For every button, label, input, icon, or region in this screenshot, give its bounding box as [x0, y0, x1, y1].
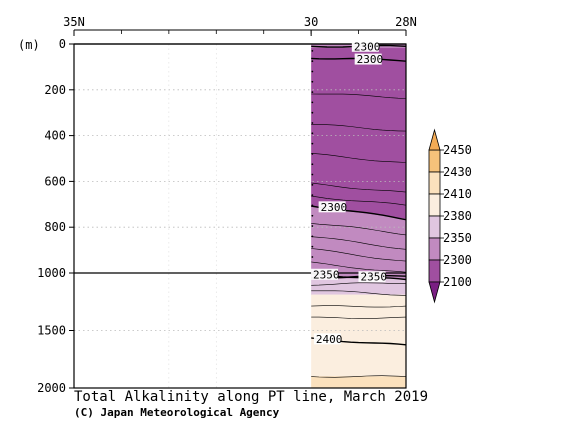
contour-line-10 [311, 248, 406, 262]
plot-border [73, 43, 407, 389]
contour-label-bg-7 [318, 201, 346, 213]
contour-line-3 [311, 124, 406, 132]
contour-label-bg-1 [354, 53, 382, 65]
station-mark [311, 91, 314, 93]
station-mark [311, 235, 314, 238]
station-mark [311, 142, 314, 145]
y-tick-label-3: 600 [44, 174, 66, 188]
station-mark [311, 132, 314, 135]
contour-label-bg-0 [351, 40, 379, 52]
station-mark [311, 183, 314, 186]
colorbar-label-3: 2380 [443, 209, 472, 223]
colorbar-label-5: 2300 [443, 253, 472, 267]
contour-label-bg-13 [358, 271, 386, 283]
colorbar-segment-0 [428, 149, 441, 173]
colorbar: 2450 2430 2410 2380 2350 2300 2100 [428, 128, 472, 304]
contour-line-2 [311, 93, 406, 99]
contour-label-1: 2300 [357, 53, 384, 66]
grid-lines [74, 44, 406, 388]
station-mark [311, 225, 314, 227]
colorbar-segment-5 [428, 259, 441, 283]
contour-line-16 [311, 305, 406, 308]
station-mark [311, 214, 314, 217]
station-mark [311, 153, 314, 155]
y-tick-label-6: 1500 [37, 324, 66, 338]
x-tick-label-1: 30 [304, 15, 318, 29]
station-mark [311, 80, 314, 83]
station-markers [311, 49, 314, 258]
y-tick-label-0: 0 [59, 37, 66, 51]
contour-line-11 [311, 261, 406, 273]
y-axis: 0 200 400 600 800 1000 1500 2000 [37, 37, 74, 395]
contour-label-bg-12 [311, 268, 339, 280]
y-axis-unit: (m) [18, 38, 40, 52]
station-mark [311, 163, 314, 166]
colorbar-segment-3 [428, 215, 441, 239]
contour-label-0: 2300 [354, 40, 381, 53]
station-mark [311, 122, 314, 124]
y-tick-label-1: 200 [44, 83, 66, 97]
station-mark [311, 49, 314, 52]
contour-line-17 [311, 316, 406, 319]
band-2100-2300 [311, 47, 406, 220]
plot-frame [73, 29, 407, 389]
colorbar-label-0: 2450 [443, 143, 472, 157]
contour-label-13: 2350 [360, 271, 387, 284]
station-mark [311, 256, 314, 258]
contour-label-7: 2300 [321, 201, 348, 214]
x-tick-label-2: 28N [395, 15, 417, 29]
band-2380-2410 [311, 294, 406, 377]
chart-credit: (C) Japan Meteorological Agency [74, 406, 280, 419]
colorbar-label-1: 2430 [443, 165, 472, 179]
contour-label-bg-18 [313, 333, 341, 345]
station-mark [311, 245, 314, 248]
station-mark [311, 60, 314, 63]
y-tick-label-2: 400 [44, 129, 66, 143]
contour-line-9 [311, 236, 406, 250]
contour-line-19 [311, 375, 406, 378]
contour-line-15 [311, 290, 406, 296]
x-axis: 35N 30 28N [63, 15, 417, 36]
station-mark [311, 204, 314, 207]
color-bands [311, 44, 406, 388]
band-2410-2430 [311, 376, 406, 388]
x-tick-label-0: 35N [63, 15, 85, 29]
y-tick-label-4: 800 [44, 220, 66, 234]
colorbar-segment-2 [428, 193, 441, 217]
contour-label-18: 2400 [316, 333, 343, 346]
colorbar-label-4: 2350 [443, 231, 472, 245]
contour-line-5 [311, 182, 406, 193]
station-mark [311, 111, 314, 114]
y-tick-label-5: 1000 [37, 266, 66, 280]
contour-line-4 [311, 153, 406, 163]
colorbar-label-6: 2100 [443, 275, 472, 289]
band-2300-2350 [311, 206, 406, 279]
station-mark [311, 70, 314, 73]
station-mark [311, 101, 314, 104]
station-mark [311, 194, 314, 197]
station-mark [311, 173, 314, 176]
colorbar-label-2: 2410 [443, 187, 472, 201]
colorbar-under-arrow [428, 281, 441, 304]
contour-line-8 [311, 223, 406, 236]
colorbar-over-arrow [428, 128, 441, 151]
contour-line-14 [311, 282, 406, 286]
contour-line-6 [311, 195, 406, 206]
colorbar-segment-4 [428, 237, 441, 261]
colorbar-segment-1 [428, 171, 441, 195]
contour-label-12: 2350 [313, 268, 340, 281]
y-tick-label-7: 2000 [37, 381, 66, 395]
chart-title: Total Alkalinity along PT line, March 20… [74, 389, 429, 405]
